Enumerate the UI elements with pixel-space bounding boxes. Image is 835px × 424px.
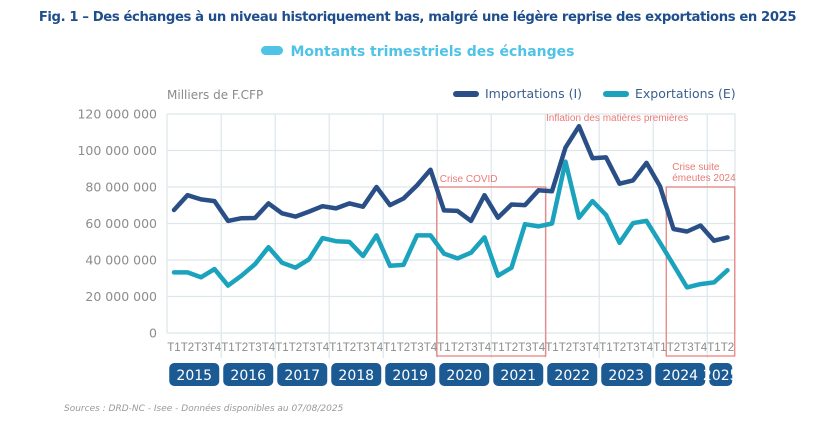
- x-tick-label-quarter: T3: [302, 342, 315, 354]
- y-tick-label: 0: [149, 326, 157, 341]
- annotation-label-riots-2024: émeutes 2024: [672, 173, 736, 184]
- x-tick-label-quarter: T2: [181, 342, 194, 354]
- x-tick-label-quarter: T3: [572, 342, 585, 354]
- year-label: 2017: [284, 368, 320, 384]
- y-tick-label: 100 000 000: [77, 143, 157, 158]
- subtitle-marker-icon: [260, 46, 283, 55]
- legend-swatch-imports: [453, 90, 479, 97]
- x-tick-label-quarter: T1: [221, 342, 234, 354]
- year-label: 2022: [554, 368, 590, 384]
- year-label: 2025: [703, 368, 739, 384]
- x-tick-label-quarter: T2: [289, 342, 302, 354]
- x-tick-label-quarter: T4: [532, 342, 546, 354]
- x-tick-label-quarter: T1: [437, 342, 450, 354]
- year-badge: [331, 363, 382, 386]
- legend-label-imports: Importations (I): [485, 86, 583, 101]
- x-tick-label-quarter: T4: [370, 342, 384, 354]
- y-axis-unit-label: Milliers de F.CFP: [167, 88, 264, 102]
- x-tick-label-quarter: T3: [194, 342, 207, 354]
- x-tick-label-quarter: T4: [208, 342, 222, 354]
- x-tick-label-quarter: T1: [545, 342, 558, 354]
- x-tick-label-quarter: T1: [329, 342, 342, 354]
- legend-item-imports: Importations (I): [453, 86, 582, 101]
- x-tick-label-quarter: T2: [235, 342, 248, 354]
- year-label: 2016: [230, 368, 266, 384]
- x-tick-label-quarter: T3: [356, 342, 369, 354]
- y-tick-label: 20 000 000: [85, 289, 157, 304]
- year-badge: [277, 363, 328, 386]
- x-tick-label-quarter: T3: [680, 342, 693, 354]
- x-tick-label-quarter: T1: [275, 342, 288, 354]
- x-tick-label-quarter: T4: [424, 342, 438, 354]
- year-label: 2018: [338, 368, 374, 384]
- year-label: 2024: [662, 368, 698, 384]
- x-tick-label-quarter: T4: [262, 342, 276, 354]
- x-tick-label-quarter: T2: [451, 342, 464, 354]
- imports-line: [171, 123, 730, 243]
- year-badge: [385, 363, 436, 386]
- exports-line: [171, 159, 730, 290]
- x-tick-label-quarter: T2: [667, 342, 680, 354]
- subtitle-text: Montants trimestriels des échanges: [290, 44, 575, 60]
- legend-item-exports: Exportations (E): [603, 86, 736, 101]
- source-note: Sources : DRD-NC - Isee - Données dispon…: [64, 404, 344, 414]
- legend-label-exports: Exportations (E): [635, 86, 736, 101]
- x-tick-label-quarter: T4: [316, 342, 330, 354]
- x-tick-label-quarter: T3: [464, 342, 477, 354]
- annotation-label-riots-2024: Crise suite: [672, 162, 720, 173]
- x-tick-label-quarter: T1: [707, 342, 720, 354]
- x-tick-label-quarter: T1: [491, 342, 504, 354]
- x-tick-label-quarter: T2: [343, 342, 356, 354]
- year-badge: [601, 363, 652, 386]
- year-badge: [493, 363, 544, 386]
- chart-subtitle: Montants trimestriels des échanges: [0, 44, 835, 60]
- x-tick-label-quarter: T4: [478, 342, 492, 354]
- year-label: 2021: [500, 368, 536, 384]
- year-label: 2020: [446, 368, 482, 384]
- year-label: 2023: [608, 368, 644, 384]
- x-tick-label-quarter: T4: [586, 342, 600, 354]
- year-badge: [223, 363, 274, 386]
- annotation-box-covid: [436, 186, 547, 357]
- x-tick-label-quarter: T3: [248, 342, 261, 354]
- y-tick-label: 40 000 000: [85, 253, 157, 268]
- x-tick-label-quarter: T3: [410, 342, 423, 354]
- annotation-label-inflation: Inflation des matières premières: [546, 113, 688, 124]
- annotation-box-riots-2024: [665, 186, 736, 357]
- y-tick-label: 80 000 000: [85, 180, 157, 195]
- year-label: 2015: [176, 368, 212, 384]
- year-badge: [547, 363, 598, 386]
- x-tick-label-quarter: T2: [559, 342, 572, 354]
- x-tick-label-quarter: T1: [653, 342, 666, 354]
- year-label: 2019: [392, 368, 428, 384]
- x-tick-label-quarter: T3: [518, 342, 531, 354]
- x-tick-label-quarter: T2: [505, 342, 518, 354]
- x-tick-label-quarter: T2: [397, 342, 410, 354]
- y-tick-label: 120 000 000: [77, 107, 157, 122]
- year-badge: [709, 363, 733, 386]
- x-tick-label-quarter: T1: [383, 342, 396, 354]
- x-tick-label-quarter: T4: [694, 342, 708, 354]
- x-tick-label-quarter: T1: [599, 342, 612, 354]
- x-tick-label-quarter: T2: [613, 342, 626, 354]
- year-badge: [655, 363, 706, 386]
- x-tick-label-quarter: T1: [167, 342, 180, 354]
- year-badge: [439, 363, 490, 386]
- chart-title: Fig. 1 – Des échanges à un niveau histor…: [38, 10, 797, 25]
- annotation-label-covid: Crise COVID: [440, 174, 498, 185]
- x-tick-label-quarter: T4: [640, 342, 654, 354]
- y-tick-label: 60 000 000: [85, 216, 157, 231]
- year-badge: [169, 363, 220, 386]
- legend-swatch-exports: [603, 90, 629, 97]
- x-tick-label-quarter: T2: [721, 342, 734, 354]
- x-tick-label-quarter: T3: [626, 342, 639, 354]
